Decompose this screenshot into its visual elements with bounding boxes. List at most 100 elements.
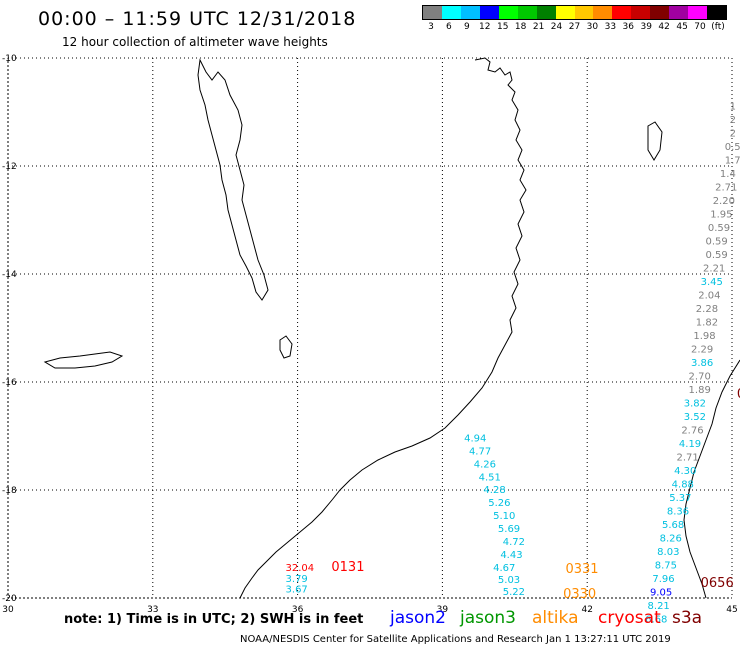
coastline-lake [197,58,269,301]
legend-swatch [536,6,556,19]
color-legend: 3 6 9 12 15 18 21 24 27 30 33 36 39 42 45 70 (ft) [422,5,727,32]
swh-value: 2.21 [703,263,725,274]
swh-value: 1.4 [720,169,736,180]
legend-swatch [650,6,670,19]
swh-value: 4.88 [672,479,694,490]
swh-value: 2.71 [676,452,698,463]
swh-value: 2.20 [713,196,735,207]
coastline-madagascar [683,359,740,599]
swh-value: 2.71 [715,182,737,193]
swh-value: 7.96 [652,574,674,585]
lat-tick-label: -20 [2,594,17,604]
swh-value: 2.29 [691,344,713,355]
swh-value: 2 [730,115,736,126]
swh-value: 1.98 [693,331,715,342]
legend-label: 12 [479,22,491,32]
legend-label: 42 [658,22,670,32]
legend-label: 24 [550,22,563,32]
pass-time-label: 0330 [563,587,596,602]
swh-value: 5.68 [662,520,684,531]
swh-value: 5.22 [503,587,525,598]
lat-tick-label: -14 [2,270,17,280]
legend-swatch [612,6,632,19]
swh-value: 3.86 [691,358,713,369]
lat-tick-label: -18 [2,486,17,496]
satellite-name: jason2 [390,608,446,628]
legend-swatch [441,6,461,19]
legend-label: 33 [604,22,617,32]
swh-value: 4.26 [474,459,496,470]
credit-text: NOAA/NESDIS Center for Satellite Applica… [240,634,671,645]
coastline-comoros [647,121,663,161]
satellite-name: altika [532,608,579,628]
legend-label: 3 [428,22,434,32]
swh-value: 5.26 [488,498,510,509]
swh-value: 2.70 [689,371,711,382]
swh-value: 8.75 [655,560,677,571]
swh-value: 4.30 [674,466,696,477]
legend-labels: 3 6 9 12 15 18 21 24 27 30 33 36 39 42 45 70 (ft) [422,22,727,32]
swh-value: 1.95 [710,209,732,220]
legend-label: 39 [640,22,652,32]
swh-value: 1.7 [725,155,740,166]
swh-value: 5.03 [498,575,520,586]
swh-value: 8.36 [667,506,689,517]
lon-tick-label: 42 [581,605,592,615]
swh-value: 2.04 [698,290,720,301]
legend-swatch [631,6,651,19]
swh-value: 1 [730,101,736,112]
legend-swatch [555,6,575,19]
swh-value: 4.28 [483,485,505,496]
swh-value: 4.77 [469,446,491,457]
lon-tick-label: 36 [292,605,304,615]
swh-value: 1.89 [689,385,711,396]
map-grid: 30 33 36 39 42 45 -10 -12 -14 -16 -18 -20 [2,54,738,615]
legend-swatch [498,6,518,19]
swh-value: 0.59 [705,250,727,261]
swh-value: 3.82 [684,398,706,409]
swh-value: 2 [730,128,736,139]
legend-swatch [460,6,480,19]
satellite-name: jason3 [460,608,516,628]
swh-value: 3.79 [286,574,308,585]
coastline-island [43,351,124,369]
legend-swatch [423,6,442,19]
legend-label: 70 [694,22,706,32]
swh-value: 4.51 [479,472,501,483]
map-frame [7,57,733,599]
swh-value: 5.37 [669,493,691,504]
legend-label: 45 [676,22,688,32]
pass-time-label: 0331 [565,562,598,577]
legend-swatch [669,6,689,19]
swh-value: 6.68 [645,614,667,625]
legend-label: 6 [446,22,452,32]
swh-value: 0.59 [708,223,730,234]
legend-label: 15 [496,22,509,32]
lon-tick-label: 30 [2,605,14,615]
legend-swatches [422,5,727,20]
lon-tick-label: 39 [437,605,449,615]
pass-time-label: 0655 [737,387,740,402]
page-title: 00:00 – 11:59 UTC 12/31/2018 [38,8,357,30]
legend-label: 9 [463,22,470,32]
legend-label: 18 [514,22,527,32]
legend-label: 21 [532,22,545,32]
swh-value: 8.03 [657,547,679,558]
coastline [43,57,740,599]
altimeter-tracks: 32.043.793.67 4.94 4.77 4.26 4.51 4.28 5.26 5.1… [286,101,740,625]
swh-value: 3.45 [701,277,723,288]
lon-tick-label: 45 [726,605,737,615]
legend-swatch [574,6,594,19]
legend-label: 30 [586,22,599,32]
lat-tick-label: -10 [2,54,17,64]
page-subtitle: 12 hour collection of altimeter wave hei… [62,35,328,49]
legend-swatch [688,6,708,19]
legend-swatch [593,6,613,19]
lon-tick-label: 33 [147,605,158,615]
swh-value: 4.19 [679,439,701,450]
swh-value: 32.04 [286,563,315,574]
swh-value: 4.72 [503,537,525,548]
lat-tick-label: -12 [2,162,17,172]
legend-swatch [479,6,499,19]
